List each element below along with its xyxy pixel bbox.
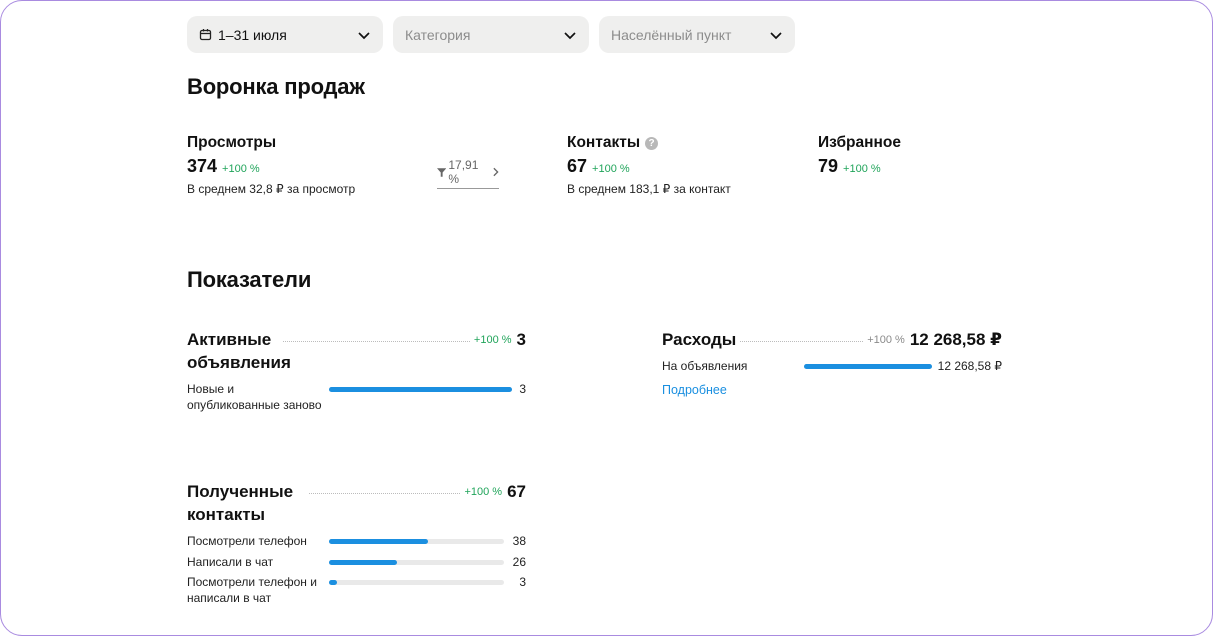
contacts-value: 67 [567, 156, 588, 176]
category-placeholder: Категория [405, 26, 471, 43]
chevron-right-icon [492, 167, 499, 177]
details-link[interactable]: Подробнее [662, 382, 727, 397]
bar-fill [329, 539, 429, 544]
favorites-stat: Избранное 79 +100 % [818, 134, 901, 177]
conversion-value: 17,91 % [448, 158, 479, 186]
bar-value: 38 [512, 534, 526, 548]
bar-value: 3 [519, 382, 526, 396]
bar-row: Посмотрели телефон и написали в чат 3 [187, 575, 526, 606]
city-placeholder: Населённый пункт [611, 26, 732, 43]
contacts-avg: В среднем 183,1 ₽ за контакт [567, 182, 731, 196]
category-select[interactable]: Категория [393, 16, 589, 53]
bar-track [804, 364, 932, 369]
dotted-leader [283, 328, 470, 342]
bar-label: Новые и опубликованные заново [187, 382, 322, 412]
date-range-select[interactable]: 1–31 июля [187, 16, 383, 53]
bar-fill [804, 364, 932, 369]
received-contacts-delta: +100 % [464, 486, 503, 498]
views-avg: В среднем 32,8 ₽ за просмотр [187, 182, 356, 196]
bar-label: Посмотрели телефон [187, 534, 307, 548]
city-select[interactable]: Населённый пункт [599, 16, 795, 53]
calendar-icon [199, 29, 212, 41]
metrics-heading: Показатели [187, 267, 312, 292]
favorites-title: Избранное [818, 134, 901, 151]
bar-fill [329, 580, 337, 585]
received-contacts-block: Полученные контакты +100 % 67 Посмотрели… [187, 480, 526, 606]
bar-track [329, 580, 504, 585]
bar-value: 26 [512, 554, 526, 569]
views-stat: Просмотры 374 +100 % В среднем 32,8 ₽ за… [187, 134, 355, 196]
favorites-value: 79 [818, 156, 839, 176]
bar-fill [329, 559, 397, 565]
bar-label: На объявления [662, 359, 748, 373]
bar-row: На объявления 12 268,58 ₽ [662, 359, 1002, 375]
funnel-icon [437, 167, 447, 177]
date-range-value: 1–31 июля [218, 26, 287, 43]
views-title: Просмотры [187, 134, 277, 151]
views-value: 374 [187, 156, 218, 176]
bar-value: 12 268,58 ₽ [937, 359, 1002, 373]
views-delta: +100 % [222, 163, 260, 175]
received-contacts-value: 67 [507, 482, 526, 501]
expenses-block: Расходы +100 % 12 268,58 ₽ На объявления… [662, 328, 1002, 397]
contacts-title: Контакты [567, 134, 641, 151]
expenses-delta: +100 % [867, 334, 905, 346]
active-ads-delta: +100 % [473, 334, 512, 346]
bar-row: Новые и опубликованные заново 3 [187, 382, 526, 413]
received-contacts-title: Полученные контакты [187, 482, 294, 524]
filters-bar: 1–31 июля Категория Населённый пункт [187, 16, 795, 53]
bar-row: Написали в чат 26 [187, 555, 526, 571]
expenses-value: 12 268,58 ₽ [909, 330, 1002, 349]
chevron-down-icon [770, 31, 782, 39]
dotted-leader [740, 328, 864, 342]
funnel-heading: Воронка продаж [187, 74, 365, 99]
bar-row: Посмотрели телефон 38 [187, 534, 526, 550]
question-icon[interactable]: ? [645, 136, 659, 150]
dotted-leader [309, 480, 461, 494]
bar-track [329, 559, 504, 565]
contacts-delta: +100 % [592, 163, 630, 175]
favorites-delta: +100 % [843, 163, 881, 175]
active-ads-value: 3 [516, 330, 526, 349]
bar-track [329, 539, 504, 544]
active-ads-title: Активные объявления [187, 330, 291, 372]
bar-fill [329, 387, 512, 392]
bar-label: Посмотрели телефон и написали в чат [187, 575, 317, 605]
conversion-link[interactable]: 17,91 % [437, 158, 499, 189]
bar-value: 3 [519, 575, 526, 589]
active-ads-block: Активные объявления +100 % 3 Новые и опу… [187, 328, 526, 413]
chevron-down-icon [358, 31, 370, 39]
bar-track [329, 387, 512, 392]
expenses-title: Расходы [662, 330, 737, 349]
chevron-down-icon [564, 31, 576, 39]
bar-label: Написали в чат [187, 554, 274, 569]
contacts-stat: Контакты ? 67 +100 % В среднем 183,1 ₽ з… [567, 134, 731, 196]
